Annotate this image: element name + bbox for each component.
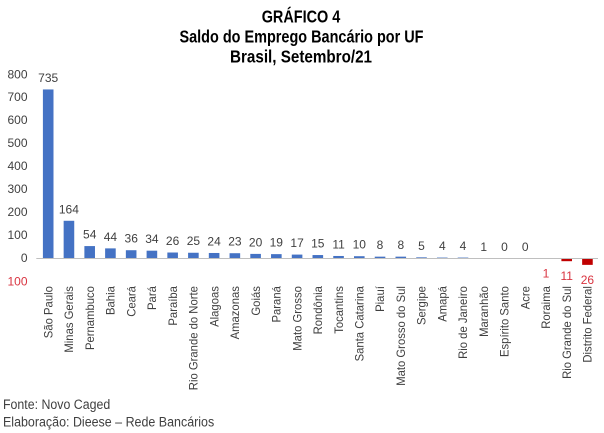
svg-text:Paraíba: Paraíba: [166, 286, 180, 326]
svg-text:Ceará: Ceará: [124, 286, 138, 317]
svg-text:700: 700: [7, 90, 27, 104]
svg-text:4: 4: [460, 239, 467, 253]
svg-text:500: 500: [7, 136, 27, 150]
svg-text:Rio de Janeiro: Rio de Janeiro: [456, 286, 470, 359]
svg-text:8: 8: [397, 238, 404, 252]
svg-text:1: 1: [480, 240, 487, 254]
svg-text:Saldo do Emprego Bancário por: Saldo do Emprego Bancário por UF: [180, 27, 424, 47]
svg-text:Amazonas: Amazonas: [228, 286, 242, 339]
svg-text:34: 34: [145, 232, 159, 246]
svg-text:Mato Grosso: Mato Grosso: [290, 286, 304, 351]
svg-text:Fonte: Novo Caged: Fonte: Novo Caged: [3, 397, 110, 412]
svg-text:600: 600: [7, 113, 27, 127]
svg-text:17: 17: [290, 236, 304, 250]
svg-text:Minas Gerais: Minas Gerais: [62, 286, 76, 353]
svg-text:Espírito Santo: Espírito Santo: [498, 286, 512, 357]
svg-text:735: 735: [38, 71, 58, 85]
svg-text:400: 400: [7, 159, 27, 173]
svg-text:Acre: Acre: [518, 286, 532, 309]
svg-text:5: 5: [418, 239, 425, 253]
svg-text:Bahia: Bahia: [104, 286, 118, 315]
svg-text:19: 19: [270, 236, 284, 250]
svg-text:24: 24: [207, 235, 221, 249]
svg-text:11: 11: [560, 269, 573, 283]
svg-text:Brasil, Setembro/21: Brasil, Setembro/21: [230, 46, 372, 66]
svg-text:Rondônia: Rondônia: [311, 286, 325, 335]
svg-text:Piauí: Piauí: [373, 285, 387, 311]
svg-text:Rio Grande do Sul: Rio Grande do Sul: [560, 286, 574, 379]
svg-text:800: 800: [7, 67, 27, 81]
svg-text:Mato Grosso do Sul: Mato Grosso do Sul: [394, 286, 408, 386]
svg-text:26: 26: [581, 273, 595, 287]
svg-text:23: 23: [228, 235, 242, 249]
svg-text:Distrito Federal: Distrito Federal: [581, 286, 595, 363]
svg-text:54: 54: [83, 228, 97, 242]
svg-text:20: 20: [249, 235, 263, 249]
svg-text:8: 8: [377, 238, 384, 252]
svg-text:Pernambuco: Pernambuco: [83, 286, 97, 350]
svg-text:GRÁFICO 4: GRÁFICO 4: [262, 6, 341, 27]
svg-text:São Paulo: São Paulo: [41, 286, 55, 338]
svg-text:26: 26: [166, 234, 180, 248]
svg-text:Tocantins: Tocantins: [332, 286, 346, 334]
svg-text:Sergipe: Sergipe: [415, 286, 429, 325]
svg-text:Goiás: Goiás: [249, 286, 263, 316]
svg-text:36: 36: [125, 232, 139, 246]
svg-text:0: 0: [21, 251, 28, 265]
svg-text:Maranhão: Maranhão: [477, 286, 491, 337]
svg-text:11: 11: [332, 238, 345, 252]
svg-text:25: 25: [187, 234, 201, 248]
svg-text:Roraima: Roraima: [539, 286, 553, 329]
svg-text:Amapá: Amapá: [436, 286, 450, 322]
svg-text:4: 4: [439, 239, 446, 253]
svg-text:15: 15: [311, 237, 325, 251]
svg-text:164: 164: [59, 202, 79, 216]
svg-text:1: 1: [543, 267, 550, 281]
svg-text:44: 44: [104, 230, 118, 244]
svg-text:Alagoas: Alagoas: [207, 286, 221, 327]
svg-text:0: 0: [501, 240, 508, 254]
svg-text:Rio Grande do Norte: Rio Grande do Norte: [187, 286, 201, 390]
svg-text:300: 300: [7, 182, 27, 196]
svg-text:200: 200: [7, 205, 27, 219]
svg-text:Pará: Pará: [145, 286, 159, 310]
svg-text:100: 100: [7, 275, 27, 289]
svg-text:10: 10: [353, 238, 367, 252]
svg-text:Santa Catarina: Santa Catarina: [353, 286, 367, 362]
svg-text:Paraná: Paraná: [270, 286, 284, 323]
svg-text:100: 100: [7, 228, 27, 242]
svg-text:0: 0: [522, 240, 529, 254]
svg-text:Elaboração: Dieese – Rede Banc: Elaboração: Dieese – Rede Bancários: [3, 414, 214, 429]
